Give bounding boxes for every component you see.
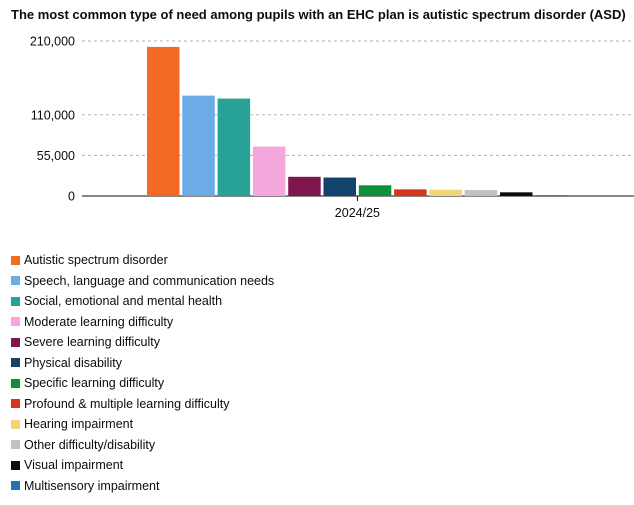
legend-label: Moderate learning difficulty <box>24 314 174 329</box>
y-tick-label: 110,000 <box>31 108 75 122</box>
legend-item: Severe learning difficulty <box>11 332 274 353</box>
bar[interactable] <box>358 185 392 196</box>
legend-item: Hearing impairment <box>11 414 274 435</box>
legend-swatch <box>11 419 20 429</box>
x-tick-label: 2024/25 <box>335 206 380 220</box>
y-tick-label: 0 <box>68 190 75 204</box>
legend-swatch <box>11 378 20 388</box>
legend-item: Other difficulty/disability <box>11 435 274 456</box>
legend-label: Multisensory impairment <box>24 478 160 493</box>
legend-item: Moderate learning difficulty <box>11 312 274 333</box>
bar[interactable] <box>394 189 427 196</box>
bar[interactable] <box>500 192 533 196</box>
legend-item: Profound & multiple learning difficulty <box>11 394 274 415</box>
legend-label: Speech, language and communication needs <box>24 273 275 288</box>
legend-label: Social, emotional and mental health <box>24 294 223 309</box>
bar[interactable] <box>323 177 357 196</box>
legend-swatch <box>11 276 20 286</box>
legend-swatch <box>11 255 20 265</box>
bar[interactable] <box>147 46 180 197</box>
legend-swatch <box>11 481 20 491</box>
legend-item: Multisensory impairment <box>11 476 274 497</box>
legend-swatch <box>11 317 20 327</box>
legend-label: Visual impairment <box>24 458 124 473</box>
y-tick-label: 55,000 <box>37 149 75 163</box>
legend-label: Severe learning difficulty <box>24 335 160 350</box>
bar[interactable] <box>535 195 568 196</box>
legend-label: Physical disability <box>24 355 122 370</box>
legend-label: Autistic spectrum disorder <box>24 253 168 268</box>
legend-item: Social, emotional and mental health <box>11 291 274 312</box>
legend-swatch <box>11 399 20 409</box>
y-tick-label: 210,000 <box>30 35 75 49</box>
chart-title: The most common type of need among pupil… <box>11 7 626 22</box>
bar[interactable] <box>252 146 286 196</box>
legend-swatch <box>11 460 20 470</box>
legend-label: Hearing impairment <box>24 417 134 432</box>
legend-label: Specific learning difficulty <box>24 376 165 391</box>
bar[interactable] <box>429 189 462 196</box>
bar[interactable] <box>288 176 321 196</box>
legend-item: Autistic spectrum disorder <box>11 250 274 271</box>
legend-swatch <box>11 296 20 306</box>
legend-swatch <box>11 337 20 347</box>
legend-swatch <box>11 358 20 368</box>
bar[interactable] <box>182 95 215 196</box>
legend-item: Specific learning difficulty <box>11 373 274 394</box>
bar[interactable] <box>217 98 251 196</box>
chart-legend: Autistic spectrum disorder Speech, langua… <box>11 250 274 496</box>
legend-swatch <box>11 440 20 450</box>
legend-label: Profound & multiple learning difficulty <box>24 396 230 411</box>
bar[interactable] <box>464 190 498 196</box>
legend-item: Speech, language and communication needs <box>11 271 274 292</box>
legend-item: Visual impairment <box>11 455 274 476</box>
bar-chart: 0 55,000 110,000 210,000 2024/25 <box>30 35 634 220</box>
legend-item: Physical disability <box>11 353 274 374</box>
legend-label: Other difficulty/disability <box>24 437 156 452</box>
